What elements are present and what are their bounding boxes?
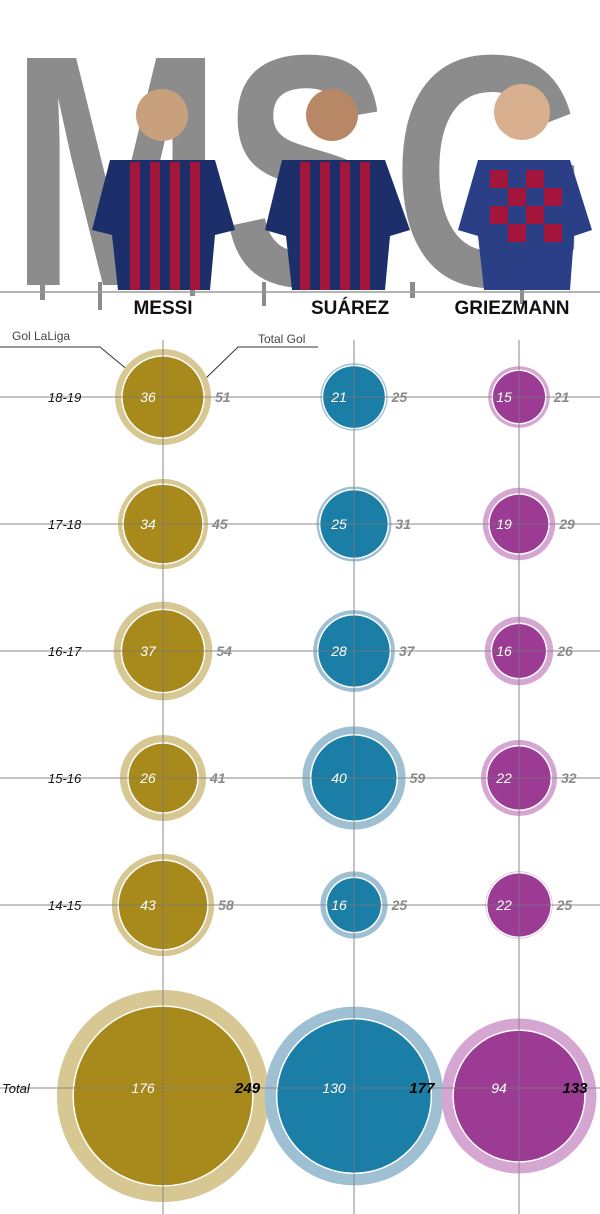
value-label-laliga: 22 — [495, 897, 512, 913]
value-label-total: 249 — [234, 1080, 261, 1097]
value-label-total: 58 — [218, 897, 234, 913]
header: MSG — [0, 0, 600, 355]
value-label-laliga: 43 — [140, 897, 156, 913]
player-name-messi: MESSI — [133, 298, 192, 319]
value-label-laliga: 25 — [330, 516, 347, 532]
season-label: 15-16 — [48, 771, 82, 786]
value-label-total: 25 — [391, 897, 408, 913]
value-label-total: 25 — [556, 897, 573, 913]
season-label: 18-19 — [48, 390, 81, 405]
drip — [262, 282, 266, 306]
value-label-laliga: 26 — [139, 770, 156, 786]
value-label-laliga: 28 — [330, 643, 347, 659]
chart-bubbles — [56, 349, 597, 1203]
drip — [98, 282, 102, 310]
value-label-total: 26 — [556, 643, 573, 659]
value-label-laliga: 21 — [330, 389, 347, 405]
legend-outer-pointer — [203, 346, 318, 381]
legend-inner-label: Gol LaLiga — [12, 329, 70, 343]
value-label-total: 37 — [399, 643, 416, 659]
legend-outer-label: Total Gol — [258, 332, 305, 346]
value-label-total: 25 — [391, 389, 408, 405]
value-label-laliga: 40 — [331, 770, 347, 786]
drip — [410, 282, 415, 298]
legend: Gol LaLiga Total Gol — [0, 329, 318, 381]
value-label-laliga: 176 — [131, 1080, 155, 1096]
value-label-total: 41 — [209, 770, 226, 786]
player-figure-griezmann — [458, 84, 592, 290]
value-label-laliga: 16 — [496, 643, 512, 659]
player-figure-suarez — [265, 89, 410, 290]
player-name-suarez: SUÁREZ — [311, 297, 390, 319]
value-label-total: 54 — [216, 643, 232, 659]
value-label-total: 177 — [409, 1080, 435, 1097]
value-label-total: 32 — [561, 770, 577, 786]
value-label-laliga: 15 — [496, 389, 512, 405]
value-label-total: 45 — [211, 516, 228, 532]
drip — [40, 282, 45, 300]
drip — [520, 282, 524, 304]
value-label-total: 51 — [215, 389, 231, 405]
player-name-griezmann: GRIEZMANN — [454, 298, 569, 319]
chart-labels: 18-19 17-18 16-17 15-16 14-15 Total 36 51 34 45 37… — [2, 389, 588, 1097]
value-label-total: 133 — [562, 1080, 588, 1097]
value-label-laliga: 34 — [140, 516, 156, 532]
value-label-laliga: 130 — [322, 1080, 346, 1096]
player-figure-messi — [92, 89, 235, 290]
value-label-total: 59 — [410, 770, 426, 786]
value-label-laliga: 94 — [491, 1080, 507, 1096]
season-label: 14-15 — [48, 898, 82, 913]
value-label-total: 31 — [395, 516, 411, 532]
value-label-laliga: 22 — [495, 770, 512, 786]
value-label-laliga: 19 — [496, 516, 512, 532]
season-label: Total — [2, 1081, 31, 1096]
value-label-total: 21 — [553, 389, 570, 405]
value-label-laliga: 36 — [140, 389, 156, 405]
value-label-laliga: 16 — [331, 897, 347, 913]
season-label: 16-17 — [48, 644, 82, 659]
value-label-laliga: 37 — [140, 643, 157, 659]
season-label: 17-18 — [48, 517, 82, 532]
value-label-total: 29 — [558, 516, 575, 532]
